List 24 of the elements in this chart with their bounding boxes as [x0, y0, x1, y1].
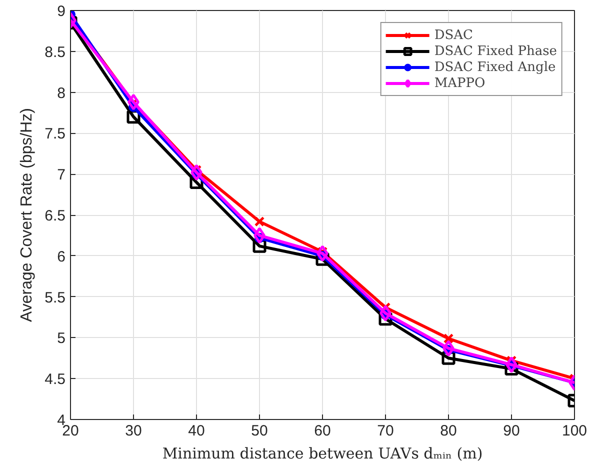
legend-label: DSAC Fixed Phase — [434, 43, 557, 59]
x-tick-label: 90 — [503, 422, 520, 440]
y-tick-label: 7.5 — [44, 126, 66, 143]
legend-label: DSAC — [434, 27, 473, 43]
y-tick-label: 4.5 — [44, 371, 66, 388]
y-tick-label: 6.5 — [44, 208, 66, 224]
x-tick-label: 30 — [125, 422, 142, 440]
y-tick-label: 9 — [57, 3, 66, 20]
y-tick-label: 5 — [57, 330, 66, 348]
legend-label: MAPPO — [434, 75, 486, 91]
y-tick-label: 6 — [57, 248, 66, 266]
x-axis-title: Minimum distance between UAVs dₘᵢₙ (m) — [162, 444, 483, 462]
x-tick-label: 80 — [440, 422, 457, 440]
x-tick-label: 60 — [314, 422, 331, 440]
y-tick-label: 8 — [57, 84, 66, 102]
x-tick-label: 40 — [188, 422, 205, 440]
y-axis-title: Average Covert Rate (bps/Hz) — [18, 108, 36, 322]
x-tick-label: 50 — [251, 422, 268, 440]
y-tick-label: 5.5 — [44, 289, 66, 306]
y-tick-label: 7 — [57, 166, 66, 184]
legend-label: DSAC Fixed Angle — [434, 59, 556, 75]
y-tick-label: 8.5 — [44, 44, 66, 61]
x-tick-label: 70 — [377, 422, 394, 440]
x-tick-label: 100 — [562, 422, 588, 440]
